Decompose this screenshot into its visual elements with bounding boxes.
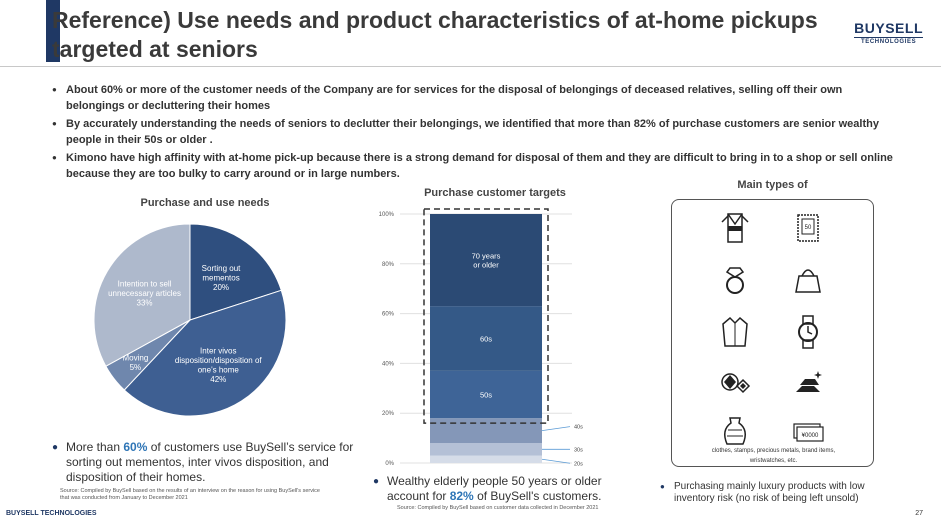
handbag-icon <box>795 269 821 293</box>
pie-slice <box>93 223 191 367</box>
pie-slice-label: mementos <box>202 273 239 282</box>
segment-leader-line <box>541 426 571 432</box>
segment-leader-line <box>541 458 571 464</box>
product-icons-box: 50 ¥0000 <box>671 199 874 467</box>
company-logo: BUYSELL TECHNOLOGIES <box>854 20 923 45</box>
svg-text:¥0000: ¥0000 <box>802 433 819 439</box>
bullet-item: About 60% or more of the customer needs … <box>52 82 902 114</box>
middle-note-pre: Wealthy elderly people 50 years or older… <box>387 474 602 503</box>
y-tick-label: 100% <box>379 212 395 218</box>
middle-note: ● Wealthy elderly people 50 years or old… <box>373 474 618 504</box>
segment-label: 20s <box>574 461 583 467</box>
left-note-highlight: 60% <box>123 440 148 454</box>
segment-label: or older <box>473 261 499 270</box>
wristwatch-icon <box>798 315 818 349</box>
ring-icon <box>725 267 745 294</box>
segment-label: 70 years <box>472 252 501 261</box>
bar-segment <box>430 306 542 371</box>
bullet-item: Kimono have high affinity with at-home p… <box>52 150 902 182</box>
pie-slice-label: disposition/disposition of <box>175 356 262 365</box>
pie-slice-label: Sorting out <box>202 264 241 273</box>
left-note: ● More than 60% of customers use BuySell… <box>52 440 357 485</box>
banknote-icon: ¥0000 <box>793 423 824 442</box>
page-number: 27 <box>915 510 923 517</box>
pie-slice-label: 42% <box>210 375 226 384</box>
icons-caption: clothes, stamps, precious metals, brand … <box>672 446 875 466</box>
left-note-post: of customers use BuySell’s service for s… <box>66 440 354 484</box>
y-tick-label: 80% <box>382 262 395 268</box>
bar-segment <box>430 443 542 456</box>
right-note-text: Purchasing mainly luxury products with l… <box>674 481 865 504</box>
segment-label: 30s <box>574 447 583 453</box>
title-divider <box>0 66 941 67</box>
pie-slice <box>123 289 287 417</box>
pie-slice <box>189 223 282 321</box>
icons-caption-line1: clothes, stamps, precious metals, brand … <box>711 448 836 454</box>
senior-highlight-box <box>423 208 549 424</box>
y-tick-label: 40% <box>382 361 395 367</box>
right-note: ● Purchasing mainly luxury products with… <box>660 481 890 505</box>
pie-slice-label: 5% <box>130 363 142 372</box>
pie-slice-label: Moving <box>122 354 148 363</box>
page-title: Reference) Use needs and product charact… <box>52 7 818 62</box>
bullet-item: By accurately understanding the needs of… <box>52 116 902 148</box>
icons-caption-line2: wristwatches, etc. <box>749 458 798 464</box>
coat-icon <box>722 316 748 347</box>
bullet-dot-icon: ● <box>52 442 59 453</box>
middle-note-highlight: 82% <box>449 489 474 503</box>
vase-icon <box>724 417 746 445</box>
logo-sub-text: TECHNOLOGIES <box>854 37 923 45</box>
y-tick-label: 60% <box>382 312 395 318</box>
bullet-dot-icon: ● <box>660 482 665 491</box>
left-note-pre: More than <box>66 440 124 454</box>
bar-chart-title: Purchase customer targets <box>424 187 566 199</box>
kimono-icon <box>721 213 749 243</box>
pie-slice-label: Intention to sell <box>118 280 172 289</box>
segment-label: 50s <box>480 391 492 400</box>
stamp-icon: 50 <box>797 214 819 242</box>
middle-note-post: of BuySell's customers. <box>473 489 602 503</box>
y-tick-label: 20% <box>382 411 395 417</box>
segment-label: 60s <box>480 335 492 344</box>
pie-slice-label: one's home <box>198 365 240 374</box>
pie-slice-label: unnecessary articles <box>108 289 181 298</box>
segment-label: 40s <box>574 425 583 431</box>
gold-bar-icon <box>796 371 822 392</box>
svg-text:50: 50 <box>805 225 812 231</box>
y-tick-label: 0% <box>385 461 394 467</box>
stacked-bar-chart: 0% 20% 40% 60% 80% 100% 20s 30s 40s 50s 60s 70 year… <box>379 208 583 467</box>
bar-segment <box>430 214 542 307</box>
bullet-dot-icon: ● <box>373 476 380 487</box>
bar-segment <box>430 370 542 419</box>
middle-source: Source: Compiled by BuySell based on cus… <box>397 505 599 511</box>
summary-bullets: About 60% or more of the customer needs … <box>52 82 902 184</box>
bar-segment <box>430 418 542 444</box>
footer-company: BUYSELL TECHNOLOGIES <box>6 510 97 517</box>
product-types-title: Main types of <box>737 179 808 191</box>
title-accent-bar <box>46 0 60 62</box>
pie-slice-label: 33% <box>137 299 153 308</box>
gemstone-icon <box>721 373 751 394</box>
pie-slice-label: 20% <box>213 283 229 292</box>
bar-segment <box>430 455 542 463</box>
pie-chart: Sorting out mementos 20% Inter vivos disposi… <box>90 220 290 425</box>
pie-slice-label: Inter vivos <box>200 346 236 355</box>
pie-chart-title: Purchase and use needs <box>140 197 270 209</box>
logo-main-text: BUYSELL <box>854 20 923 36</box>
left-source: Source: Compiled by BuySell based on the… <box>60 488 320 501</box>
